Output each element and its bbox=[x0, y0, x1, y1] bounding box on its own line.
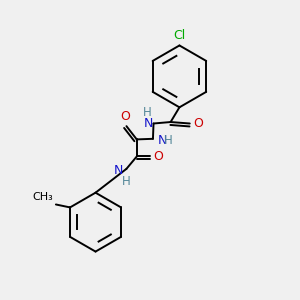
Text: N: N bbox=[144, 117, 153, 130]
Text: H: H bbox=[122, 175, 131, 188]
Text: O: O bbox=[120, 110, 130, 123]
Text: H: H bbox=[164, 134, 173, 147]
Text: N: N bbox=[158, 134, 168, 147]
Text: O: O bbox=[154, 150, 164, 163]
Text: O: O bbox=[193, 117, 203, 130]
Text: CH₃: CH₃ bbox=[33, 192, 53, 202]
Text: Cl: Cl bbox=[173, 29, 186, 42]
Text: H: H bbox=[143, 106, 152, 119]
Text: N: N bbox=[113, 164, 123, 176]
